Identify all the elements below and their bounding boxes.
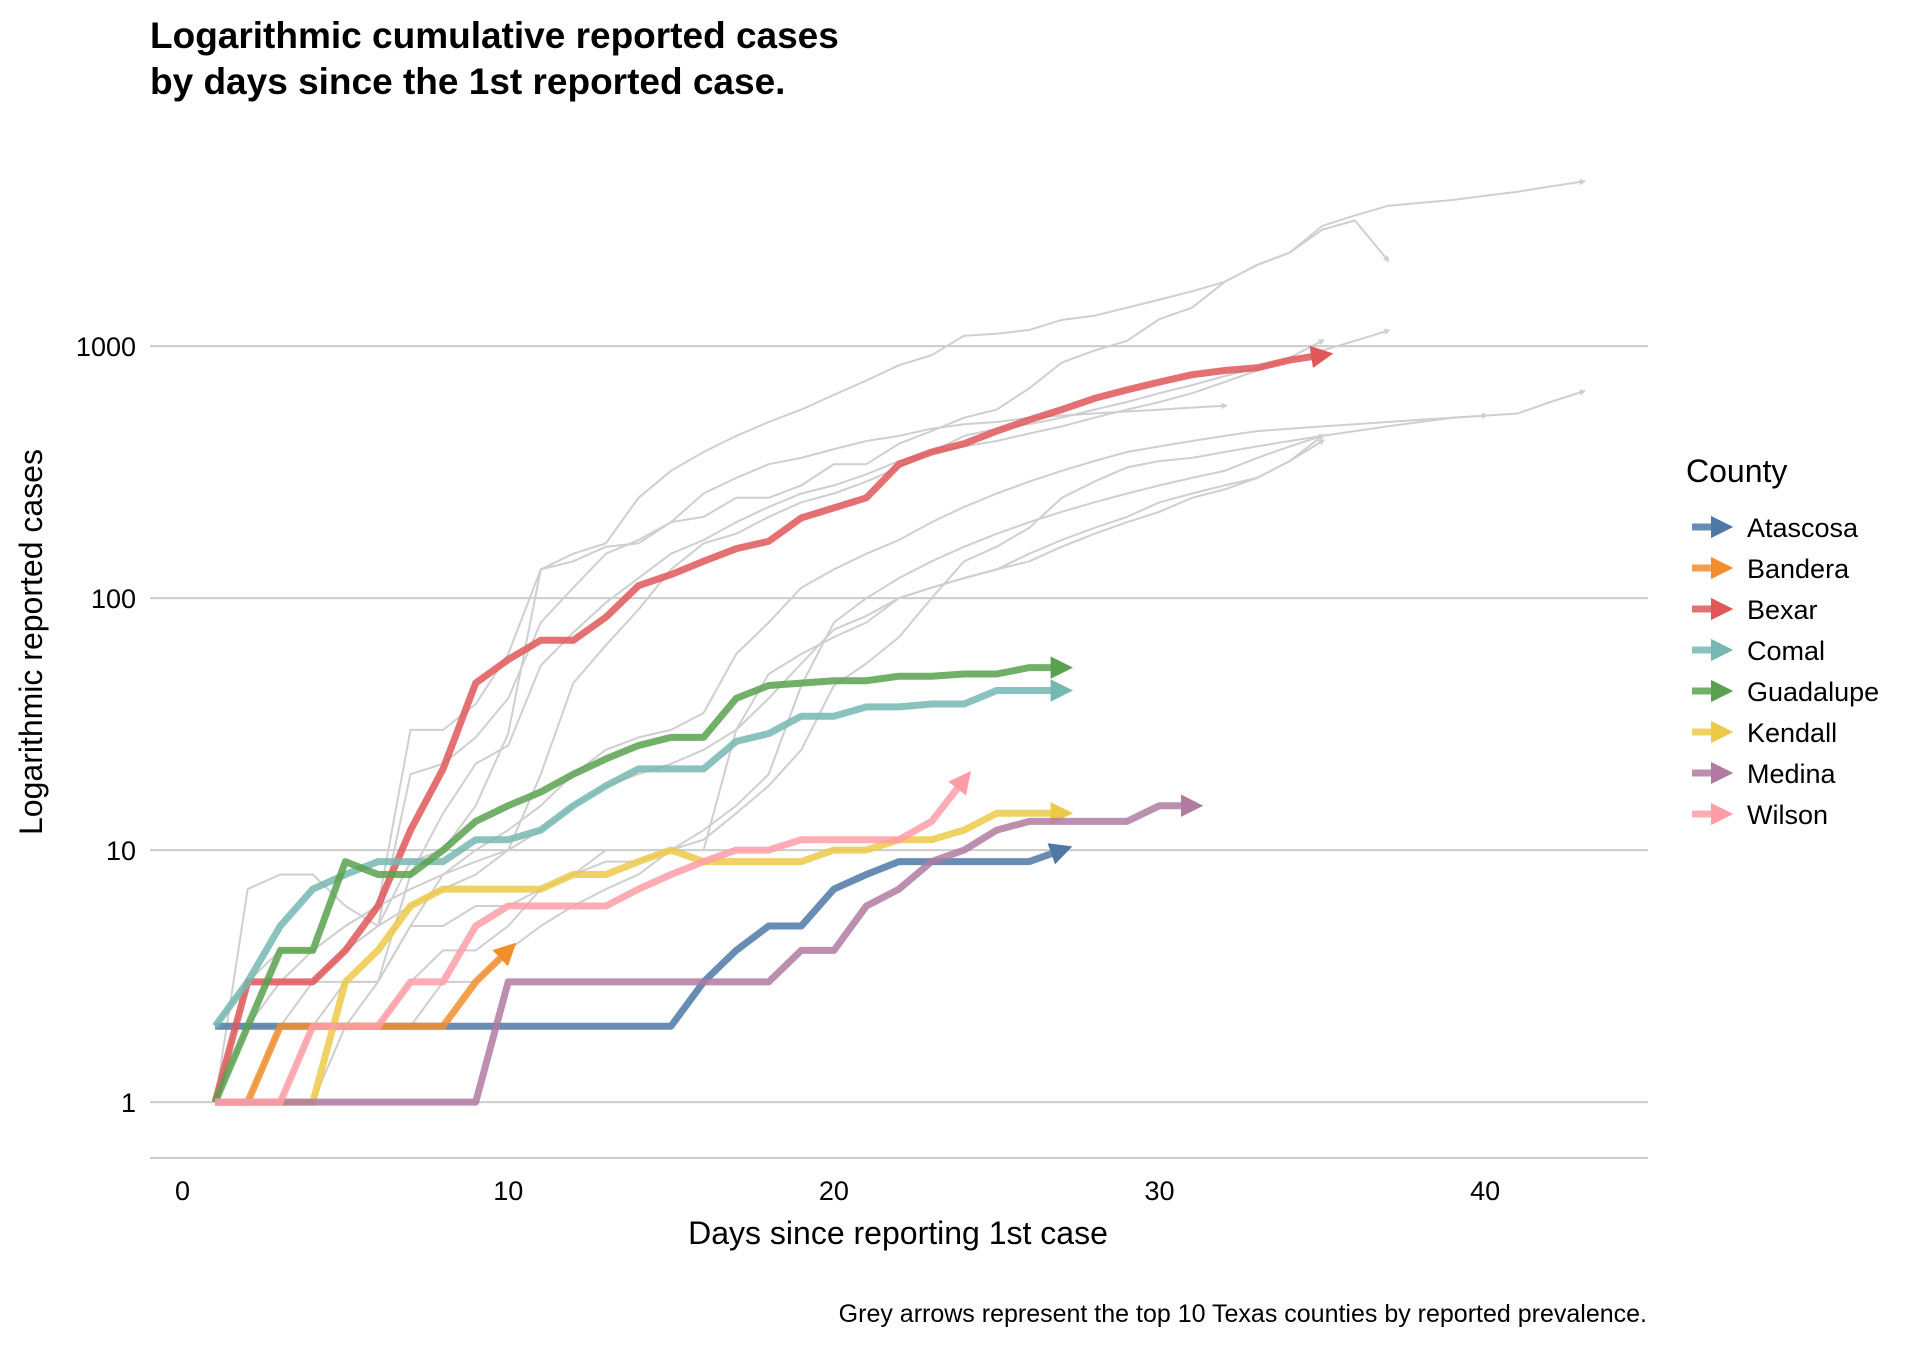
legend-label-bexar: Bexar <box>1747 595 1818 625</box>
highlighted-series-group <box>211 345 1334 1106</box>
chart-title-line2: by days since the 1st reported case. <box>150 61 785 102</box>
series-line-medina <box>215 794 1204 1106</box>
series-line-guadalupe <box>211 656 1074 1104</box>
background-series-9 <box>214 433 1325 1027</box>
gridlines <box>150 345 1648 1104</box>
x-tick-label-40: 40 <box>1470 1176 1500 1206</box>
legend-label-kendall: Kendall <box>1747 718 1837 748</box>
background-series-5 <box>214 402 1228 1103</box>
legend-item-atascosa: Atascosa <box>1692 513 1859 543</box>
legend-item-wilson: Wilson <box>1692 800 1828 830</box>
background-series-4 <box>214 339 1326 1103</box>
y-axis-label: Logarithmic reported cases <box>13 449 49 835</box>
series-line-wilson <box>215 770 971 1106</box>
x-axis: 0 10 20 30 40 <box>150 1157 1648 1206</box>
chart-caption: Grey arrows represent the top 10 Texas c… <box>839 1300 1647 1328</box>
legend-item-bandera: Bandera <box>1692 554 1850 584</box>
legend-label-bandera: Bandera <box>1747 554 1850 584</box>
background-series-8 <box>215 433 1326 1104</box>
x-axis-label: Days since reporting 1st case <box>688 1215 1108 1251</box>
background-series-2 <box>214 219 1390 1103</box>
legend-title: County <box>1686 453 1787 489</box>
chart-title-line1: Logarithmic cumulative reported cases <box>150 15 839 56</box>
y-tick-label-1000: 1000 <box>76 332 136 362</box>
legend-label-comal: Comal <box>1747 636 1825 666</box>
legend-label-medina: Medina <box>1747 759 1837 789</box>
legend: County Atascosa Bandera Bexar Comal Guadalup… <box>1686 453 1879 830</box>
background-series-6 <box>214 389 1586 1103</box>
x-tick-label-30: 30 <box>1144 1176 1174 1206</box>
y-tick-label-10: 10 <box>106 836 136 866</box>
legend-item-bexar: Bexar <box>1692 595 1818 625</box>
x-tick-label-10: 10 <box>493 1176 523 1206</box>
legend-label-atascosa: Atascosa <box>1747 513 1859 543</box>
legend-item-medina: Medina <box>1692 759 1837 789</box>
y-tick-label-1: 1 <box>121 1088 136 1118</box>
x-tick-label-0: 0 <box>175 1176 190 1206</box>
legend-label-wilson: Wilson <box>1747 800 1828 830</box>
legend-item-comal: Comal <box>1692 636 1825 666</box>
background-series-1 <box>214 178 1587 1103</box>
y-tick-label-100: 100 <box>91 584 136 614</box>
series-line-comal <box>212 679 1074 1029</box>
series-line-kendall <box>215 802 1074 1106</box>
y-axis-tick-labels: 1 10 100 1000 <box>76 332 136 1118</box>
legend-label-guadalupe: Guadalupe <box>1747 677 1879 707</box>
series-line-bexar <box>211 345 1334 1104</box>
background-series-group <box>214 178 1587 1104</box>
legend-item-kendall: Kendall <box>1692 718 1837 748</box>
x-tick-label-20: 20 <box>819 1176 849 1206</box>
legend-item-guadalupe: Guadalupe <box>1692 677 1879 707</box>
